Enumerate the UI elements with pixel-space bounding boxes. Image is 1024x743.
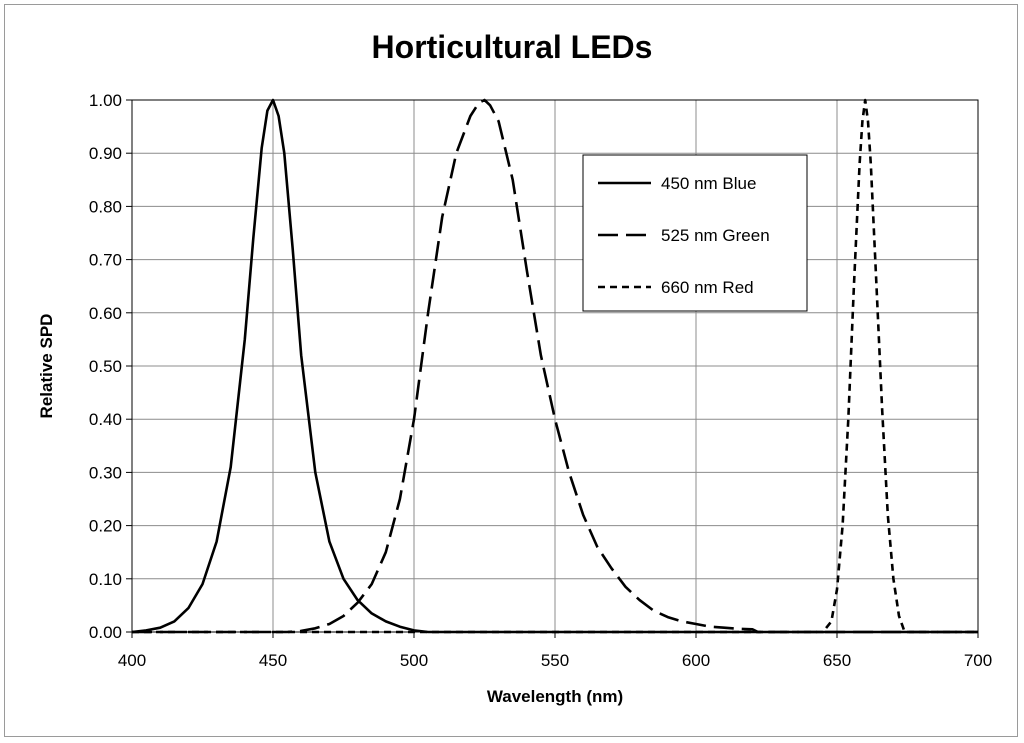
y-tick-label: 0.50 (89, 357, 122, 376)
x-tick-label: 500 (400, 651, 428, 670)
x-tick-label: 400 (118, 651, 146, 670)
y-tick-label: 0.90 (89, 144, 122, 163)
series-line-660-nm-red (132, 98, 978, 634)
y-tick-label: 0.00 (89, 623, 122, 642)
legend-label-660-nm-red: 660 nm Red (661, 278, 754, 297)
y-tick-label: 0.10 (89, 570, 122, 589)
y-tick-label: 1.00 (89, 91, 122, 110)
chart-title: Horticultural LEDs (372, 29, 653, 65)
x-axis-label: Wavelength (nm) (487, 687, 623, 706)
legend: 450 nm Blue 525 nm Green 660 nm Red (582, 154, 808, 312)
legend-box (582, 154, 808, 312)
x-tick-label: 600 (682, 651, 710, 670)
y-tick-label: 0.80 (89, 197, 122, 216)
x-axis: 400 450 500 550 600 650 700 (118, 632, 992, 670)
y-tick-label: 0.20 (89, 517, 122, 536)
y-tick-label: 0.70 (89, 251, 122, 270)
y-tick-label: 0.40 (89, 410, 122, 429)
chart-frame (4, 4, 1018, 737)
x-tick-label: 450 (259, 651, 287, 670)
series-line-450-nm-blue (131, 98, 978, 634)
y-tick-label: 0.30 (89, 463, 122, 482)
x-tick-label: 650 (823, 651, 851, 670)
legend-label-450-nm-blue: 450 nm Blue (661, 174, 756, 193)
y-axis-label: Relative SPD (37, 314, 56, 419)
series-line-525-nm-green (132, 98, 978, 634)
y-axis: 0.00 0.10 0.20 0.30 0.40 0.50 0.60 0.70 0.80 0.90… (89, 91, 132, 642)
legend-label-525-nm-green: 525 nm Green (661, 226, 770, 245)
y-tick-label: 0.60 (89, 304, 122, 323)
x-tick-label: 700 (964, 651, 992, 670)
series-group (131, 98, 978, 634)
x-tick-label: 550 (541, 651, 569, 670)
